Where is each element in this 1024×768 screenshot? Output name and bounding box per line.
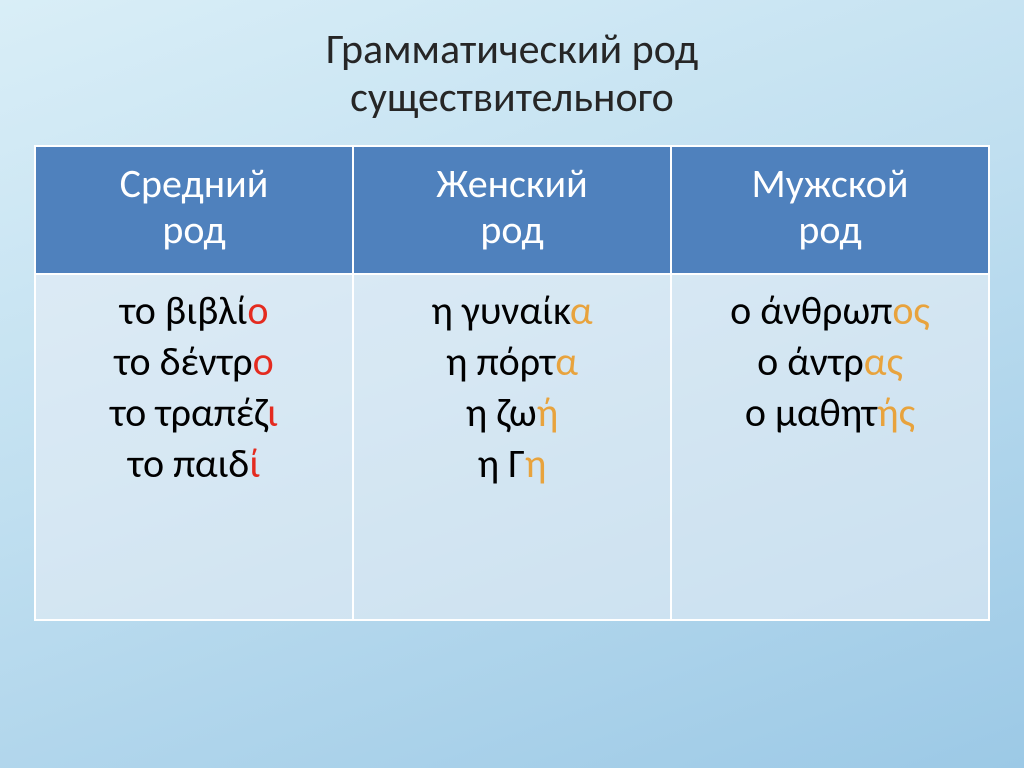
word-stem: το βιβλί	[120, 286, 248, 335]
word-stem: το τραπέζ	[110, 388, 267, 437]
col-header-neuter-l2: род	[162, 205, 225, 254]
word-ending: ος	[892, 286, 930, 335]
word-ending: ής	[877, 388, 915, 437]
word-ending: ι	[267, 388, 278, 437]
word-stem: ο άνθρωπ	[730, 286, 892, 335]
word-stem: ο άντρ	[757, 337, 864, 386]
slide: Грамматический род существительного Сред…	[0, 0, 1024, 768]
cell-neuter: το βιβλίο το δέντρο το τραπέζι το παιδί	[35, 274, 353, 621]
col-header-feminine: Женский род	[353, 146, 671, 274]
word-stem: το δέντρ	[114, 337, 252, 386]
slide-title: Грамматический род существительного	[34, 26, 990, 123]
word: το τραπέζι	[110, 388, 278, 437]
word: η ζωή	[466, 388, 558, 437]
word-stem: η Γ	[478, 439, 525, 488]
word-ending: α	[555, 337, 578, 386]
title-line-1: Грамматический род	[326, 24, 698, 75]
word: η Γη	[478, 439, 547, 488]
word-stem: η ζω	[466, 388, 537, 437]
col-header-feminine-l2: род	[480, 205, 543, 254]
word-ending: ο	[247, 286, 268, 335]
word: ο άνθρωπος	[730, 286, 930, 335]
word-ending: ή	[537, 388, 558, 437]
col-header-masculine-l2: род	[798, 205, 861, 254]
word: ο άντρας	[757, 337, 903, 386]
word-ending: η	[525, 439, 546, 488]
word-ending: ας	[864, 337, 903, 386]
word-ending: ί	[249, 439, 260, 488]
col-header-feminine-l1: Женский	[436, 159, 587, 208]
word-stem: η πόρτ	[446, 337, 555, 386]
col-header-neuter-l1: Средний	[120, 159, 269, 208]
col-header-masculine: Мужской род	[671, 146, 989, 274]
cell-masculine: ο άνθρωπος ο άντρας ο μαθητής	[671, 274, 989, 621]
word: το δέντρο	[114, 337, 273, 386]
gender-table: Средний род Женский род Мужской род το β…	[34, 145, 990, 622]
word: η γυναίκα	[431, 286, 592, 335]
word: το παιδί	[128, 439, 260, 488]
col-header-masculine-l1: Мужской	[751, 159, 908, 208]
word: το βιβλίο	[120, 286, 269, 335]
word-stem: ο μαθητ	[745, 388, 877, 437]
word: ο μαθητής	[745, 388, 915, 437]
table-body-row: το βιβλίο το δέντρο το τραπέζι το παιδί …	[35, 274, 989, 621]
word-stem: η γυναίκ	[431, 286, 570, 335]
word-ending: α	[570, 286, 593, 335]
title-line-2: существительного	[350, 72, 674, 123]
word-stem: το παιδ	[128, 439, 249, 488]
col-header-neuter: Средний род	[35, 146, 353, 274]
word: η πόρτα	[446, 337, 578, 386]
word-ending: ο	[253, 337, 274, 386]
cell-feminine: η γυναίκα η πόρτα η ζωή η Γη	[353, 274, 671, 621]
table-header-row: Средний род Женский род Мужской род	[35, 146, 989, 274]
